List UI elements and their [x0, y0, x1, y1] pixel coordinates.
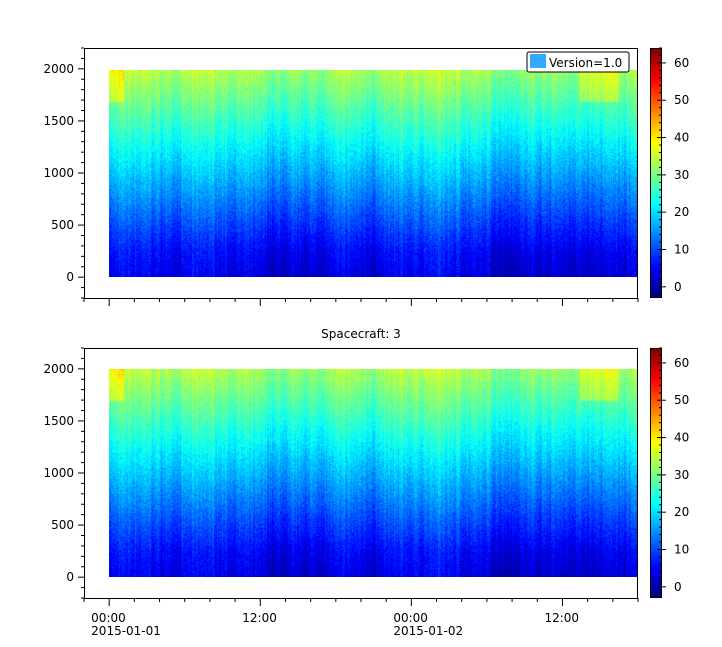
x-tick-label: 00:00 — [393, 611, 428, 625]
y-tick-label: 1500 — [43, 114, 74, 128]
colorbar-tick-label: 30 — [674, 468, 689, 482]
colorbar-tick-label: 60 — [674, 356, 689, 370]
x-tick-date-label: 2015-01-01 — [91, 624, 161, 638]
colorbar-tick-label: 0 — [674, 280, 682, 294]
y-tick-label: 500 — [51, 218, 74, 232]
spectrogram-image-bottom — [109, 369, 638, 577]
colorbar-tick-label: 40 — [674, 131, 689, 145]
y-tick-label: 0 — [66, 270, 74, 284]
y-tick-label: 1500 — [43, 414, 74, 428]
colorbar-tick-label: 60 — [674, 56, 689, 70]
colorbar-frame — [650, 348, 662, 598]
colorbar-tick-label: 30 — [674, 168, 689, 182]
colorbar-tick-label: 50 — [674, 93, 689, 107]
legend: Version=1.0 — [526, 51, 630, 73]
colorbar-tick-label: 0 — [674, 580, 682, 594]
colorbar-top — [650, 48, 662, 298]
colorbar-tick-label: 40 — [674, 431, 689, 445]
y-tick-label: 500 — [51, 518, 74, 532]
legend-swatch — [530, 54, 546, 68]
colorbar-tick-label: 50 — [674, 393, 689, 407]
y-tick-label: 0 — [66, 570, 74, 584]
y-tick-label: 2000 — [43, 362, 74, 376]
legend-label: Version=1.0 — [549, 56, 622, 70]
x-tick-date-label: 2015-01-02 — [393, 624, 463, 638]
spectrogram-image-top — [109, 70, 638, 277]
y-tick-label: 1000 — [43, 166, 74, 180]
colorbar-tick-label: 10 — [674, 542, 689, 556]
colorbar-tick-label: 20 — [674, 505, 689, 519]
y-tick-label: 2000 — [43, 62, 74, 76]
axes-frame — [84, 48, 638, 299]
y-tick-label: 1000 — [43, 466, 74, 480]
colorbar-tick-label: 20 — [674, 205, 689, 219]
axes-frame — [84, 348, 638, 599]
x-tick-label: 12:00 — [544, 611, 579, 625]
colorbar-frame — [650, 48, 662, 298]
x-tick-label: 00:00 — [91, 611, 126, 625]
colorbar-bottom — [650, 348, 662, 598]
colorbar-tick-label: 10 — [674, 242, 689, 256]
x-tick-label: 12:00 — [242, 611, 277, 625]
panel-title: Spacecraft: 3 — [321, 327, 401, 341]
